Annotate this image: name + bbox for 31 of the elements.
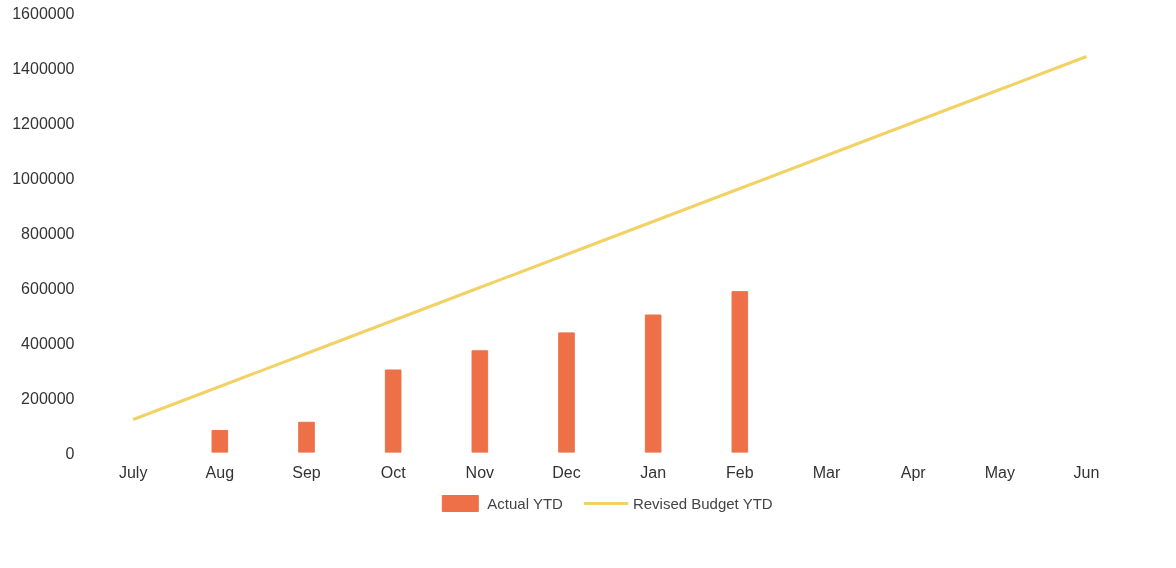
x-tick-label: Feb bbox=[726, 463, 754, 481]
bar bbox=[644, 314, 662, 453]
x-tick-label: Jun bbox=[1073, 463, 1100, 481]
x-tick-label: May bbox=[984, 463, 1015, 481]
x-tick-label: Mar bbox=[812, 463, 841, 481]
y-tick-label: 1400000 bbox=[12, 59, 75, 77]
bar bbox=[211, 430, 229, 453]
x-tick-label: Dec bbox=[552, 463, 581, 481]
y-tick-label: 200000 bbox=[21, 389, 75, 407]
line-series bbox=[131, 55, 1088, 421]
bar bbox=[558, 332, 575, 453]
y-tick-label: 1200000 bbox=[12, 114, 75, 132]
legend-label: Revised Budget YTD bbox=[632, 494, 773, 512]
bar bbox=[731, 291, 749, 453]
bar bbox=[471, 350, 489, 453]
y-tick-label: 800000 bbox=[21, 224, 75, 242]
y-tick-label: 400000 bbox=[21, 334, 75, 352]
y-tick-label: 1600000 bbox=[12, 4, 75, 22]
y-tick-label: 0 bbox=[65, 444, 75, 462]
x-tick-label: Oct bbox=[380, 463, 407, 481]
y-tick-label: 1000000 bbox=[12, 169, 75, 187]
x-tick-label: Jan bbox=[640, 463, 667, 481]
bar bbox=[384, 369, 402, 453]
x-tick-label: Aug bbox=[205, 463, 235, 481]
bar bbox=[298, 421, 315, 453]
y-tick-label: 600000 bbox=[21, 279, 75, 297]
x-tick-label: Sep bbox=[292, 463, 321, 481]
legend-label: Actual YTD bbox=[487, 494, 563, 512]
x-tick-label: July bbox=[118, 463, 148, 481]
x-tick-label: Apr bbox=[900, 463, 927, 481]
x-tick-label: Nov bbox=[465, 463, 495, 481]
